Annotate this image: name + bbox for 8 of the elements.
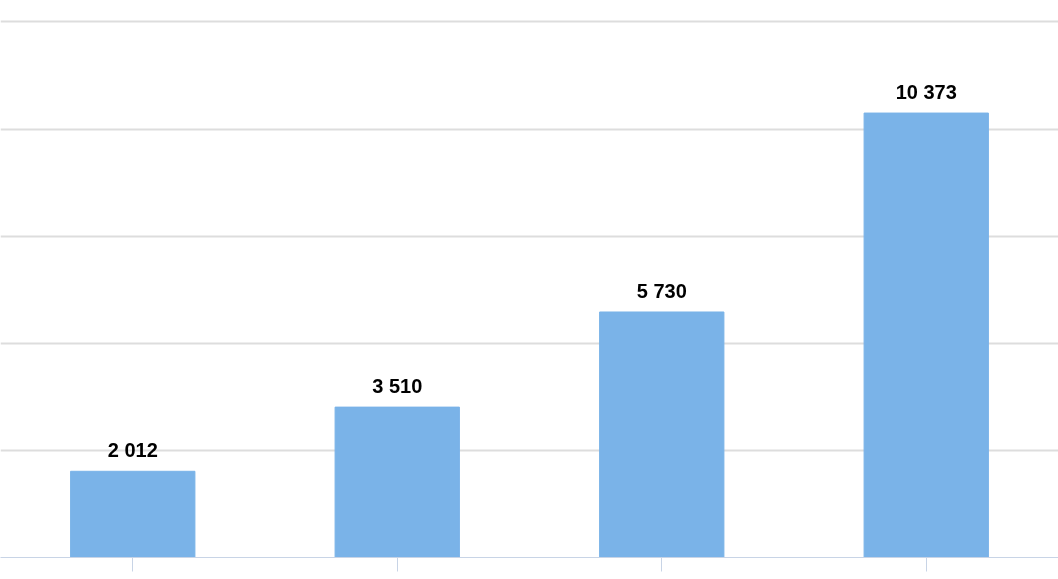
bar — [334, 406, 460, 558]
data-label: 5 730 — [636, 279, 687, 302]
bar — [599, 311, 725, 558]
data-label: 10 373 — [895, 81, 957, 104]
bar — [863, 112, 989, 558]
data-label: 2 012 — [107, 439, 158, 462]
bar — [70, 470, 196, 558]
data-label: 3 510 — [372, 375, 423, 398]
